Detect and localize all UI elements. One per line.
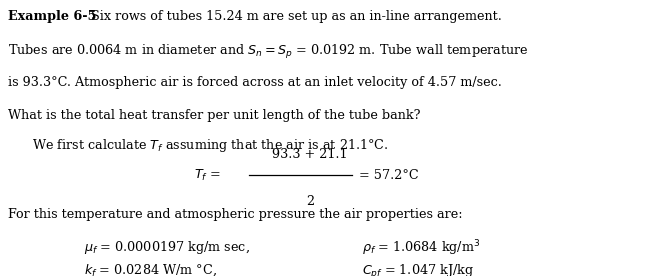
Text: Tubes are 0.0064 m in diameter and $S_n = S_p$ = 0.0192 m. Tube wall temperature: Tubes are 0.0064 m in diameter and $S_n … [8, 43, 529, 61]
Text: $k_f$ = 0.0284 W/m °C,: $k_f$ = 0.0284 W/m °C, [84, 263, 217, 276]
Text: Example 6-5: Example 6-5 [8, 10, 97, 23]
Text: $C_{pf}$ = 1.047 kJ/kg: $C_{pf}$ = 1.047 kJ/kg [362, 263, 474, 276]
Text: For this temperature and atmospheric pressure the air properties are:: For this temperature and atmospheric pre… [8, 208, 463, 221]
Text: $T_f$ =: $T_f$ = [194, 168, 220, 183]
Text: is 93.3°C. Atmospheric air is forced across at an inlet velocity of 4.57 m/sec.: is 93.3°C. Atmospheric air is forced acr… [8, 76, 503, 89]
Text: 93.3 + 21.1: 93.3 + 21.1 [273, 148, 348, 161]
Text: $\rho_f$ = 1.0684 kg/m$^3$: $\rho_f$ = 1.0684 kg/m$^3$ [362, 239, 480, 258]
Text: = 57.2°C: = 57.2°C [359, 169, 418, 182]
Text: 2: 2 [306, 195, 314, 208]
Text: $\mu_f$ = 0.0000197 kg/m sec,: $\mu_f$ = 0.0000197 kg/m sec, [84, 239, 250, 256]
Text: What is the total heat transfer per unit length of the tube bank?: What is the total heat transfer per unit… [8, 109, 421, 122]
Text: Six rows of tubes 15.24 m are set up as an in-line arrangement.: Six rows of tubes 15.24 m are set up as … [83, 10, 501, 23]
Text: We first calculate $T_f$ assuming that the air is at 21.1°C.: We first calculate $T_f$ assuming that t… [32, 137, 389, 154]
